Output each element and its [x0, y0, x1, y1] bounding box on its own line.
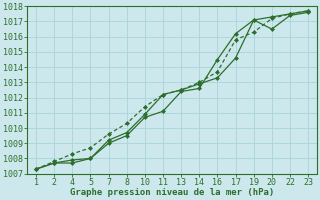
X-axis label: Graphe pression niveau de la mer (hPa): Graphe pression niveau de la mer (hPa): [70, 188, 274, 197]
